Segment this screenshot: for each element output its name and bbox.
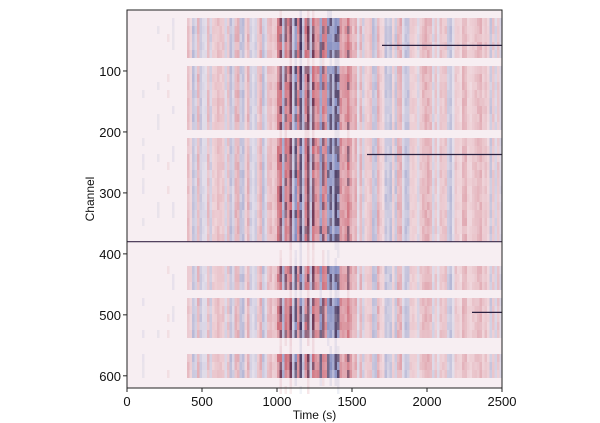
x-tick-label-1000: 1000 (263, 394, 292, 409)
x-tick-label-2000: 2000 (413, 394, 442, 409)
x-tick-label-2500: 2500 (488, 394, 517, 409)
heatmap-image (127, 10, 502, 394)
y-axis-ticks: 100 200 300 400 500 600 (99, 64, 127, 384)
y-tick-label-100: 100 (99, 64, 121, 79)
x-tick-label-500: 500 (191, 394, 213, 409)
x-axis-ticks: 0 500 1000 1500 2000 2500 (123, 388, 516, 409)
horizontal-trace-lines (127, 44, 502, 313)
x-tick-label-0: 0 (123, 394, 130, 409)
y-axis-title: Channel (83, 177, 97, 222)
y-tick-label-300: 300 (99, 186, 121, 201)
y-tick-label-400: 400 (99, 247, 121, 262)
plot-frame (126, 9, 503, 389)
y-tick-label-500: 500 (99, 308, 121, 323)
x-tick-label-1500: 1500 (338, 394, 367, 409)
x-axis-title: Time (s) (293, 408, 337, 422)
y-tick-label-600: 600 (99, 369, 121, 384)
y-tick-label-200: 200 (99, 125, 121, 140)
